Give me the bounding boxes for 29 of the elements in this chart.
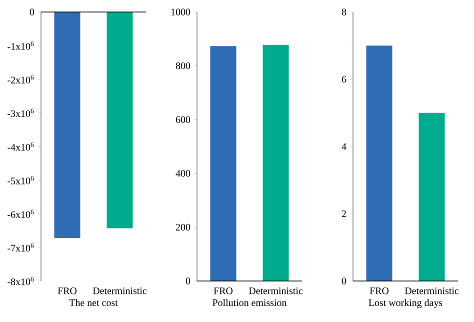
y-tick-label: 0 bbox=[30, 8, 34, 16]
y-tick-label: 0 bbox=[186, 278, 190, 284]
x-tick-label: FRO bbox=[214, 288, 233, 294]
y-tick-label: 800 bbox=[176, 62, 190, 70]
y-tick-label: 6 bbox=[342, 76, 346, 83]
x-tick-label: FRO bbox=[370, 288, 389, 294]
x-tick-label: FRO bbox=[58, 288, 77, 294]
x-tick-label: Deterministic bbox=[92, 288, 147, 294]
y-tick-label: -3x10$^{6}$ bbox=[8, 108, 34, 118]
y-tick-label: -4x10$^{6}$ bbox=[8, 142, 34, 151]
y-tick-label: -7x10$^{6}$ bbox=[8, 243, 34, 252]
x-axis-title: The net cost bbox=[69, 299, 118, 306]
y-tick-label: 4 bbox=[342, 143, 346, 150]
y-tick-label: 2 bbox=[342, 210, 346, 218]
y-tick-label: 8 bbox=[342, 8, 346, 16]
y-tick-label: 600 bbox=[176, 116, 190, 123]
x-tick-label: Deterministic bbox=[404, 288, 459, 294]
y-tick-label: -5x10$^{6}$ bbox=[8, 176, 34, 184]
y-tick-label: -8x10$^{6}$ bbox=[8, 276, 34, 286]
x-axis-title: Pollution emission bbox=[212, 299, 287, 306]
y-tick-label: 0 bbox=[342, 278, 346, 284]
x-tick-label: Deterministic bbox=[248, 288, 303, 294]
y-tick-label: 200 bbox=[176, 224, 190, 231]
y-tick-label: -2x10$^{6}$ bbox=[8, 75, 34, 84]
x-axis-title: Lost working days bbox=[368, 299, 442, 308]
y-tick-label: -6x10$^{6}$ bbox=[8, 210, 34, 218]
y-tick-label: -1x10$^{6}$ bbox=[8, 41, 34, 50]
y-tick-label: 1000 bbox=[171, 8, 190, 16]
y-tick-label: 400 bbox=[176, 170, 190, 177]
